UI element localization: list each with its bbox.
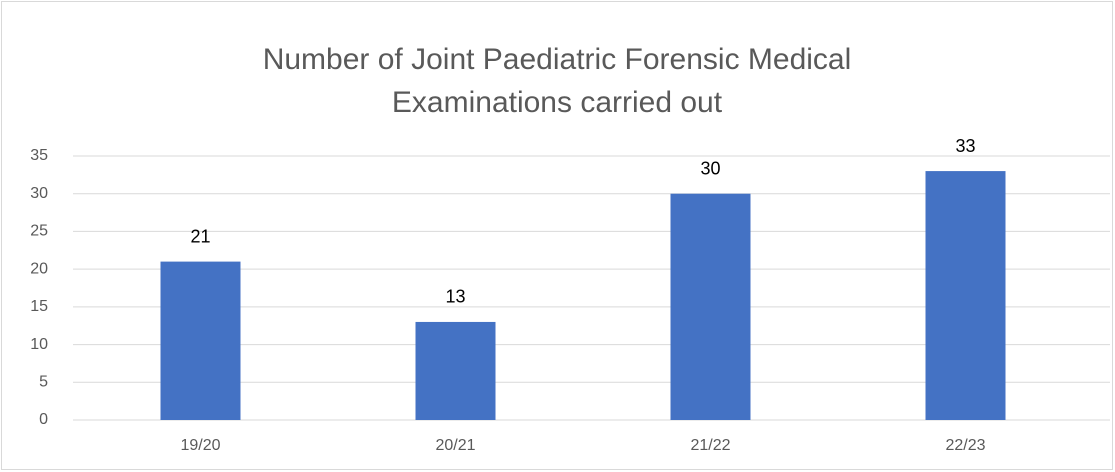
bar (925, 171, 1006, 420)
data-label: 30 (700, 158, 720, 178)
chart-title: Number of Joint Paediatric Forensic Medi… (262, 43, 852, 119)
y-tick-label: 5 (39, 374, 48, 391)
data-label: 13 (445, 287, 465, 307)
y-tick-label: 0 (39, 411, 48, 428)
y-tick-label: 30 (30, 185, 48, 202)
y-tick-label: 35 (30, 147, 48, 164)
x-tick-label: 19/20 (180, 437, 220, 454)
y-tick-label: 25 (30, 223, 48, 240)
data-label: 21 (190, 226, 210, 246)
y-tick-label: 15 (30, 298, 48, 315)
x-tick-label: 21/22 (690, 437, 730, 454)
bar (160, 261, 241, 420)
y-tick-label: 10 (30, 336, 48, 353)
x-tick-label: 22/23 (945, 437, 985, 454)
x-tick-label: 20/21 (435, 437, 475, 454)
y-tick-label: 20 (30, 260, 48, 277)
bar (415, 321, 496, 420)
data-label: 33 (955, 136, 975, 156)
bar (670, 193, 751, 420)
